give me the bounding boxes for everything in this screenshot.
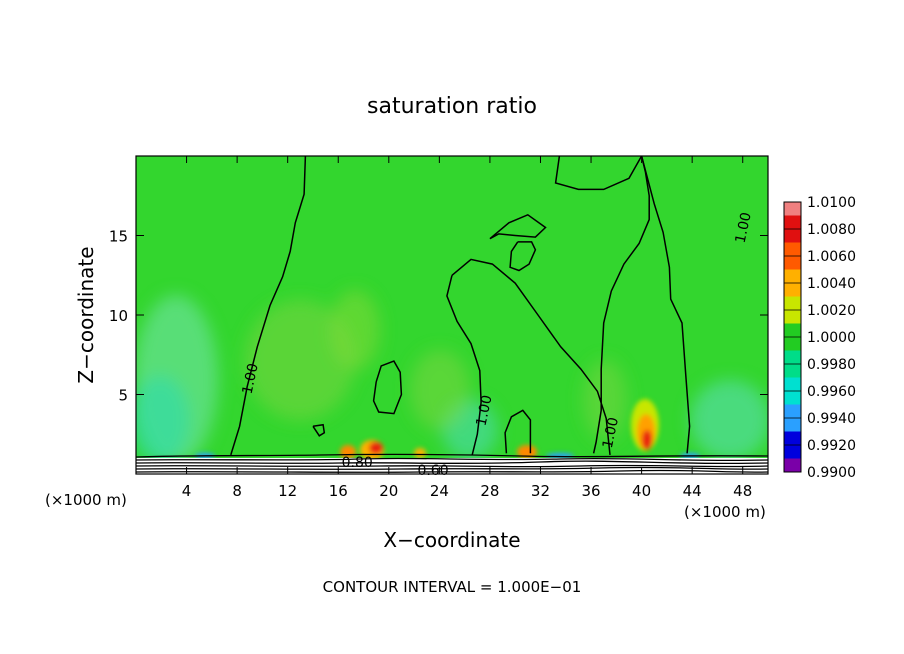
surface-contour	[136, 464, 768, 468]
surface-contour	[136, 460, 768, 465]
x-tick-label: 32	[531, 482, 550, 500]
colorbar-label: 0.9900	[807, 465, 856, 481]
colorbar-swatch	[784, 337, 801, 351]
colorbar-swatch	[784, 377, 801, 392]
x-unit-label-left: (×1000 m)	[45, 491, 127, 509]
contour-line-1-00	[489, 213, 547, 240]
y-axis-ticks: 5 10 15	[109, 228, 768, 405]
colorbar-swatch	[784, 431, 801, 446]
colorbar-swatch	[784, 323, 801, 338]
contour-label: 1.00	[600, 416, 622, 450]
colorbar-label: 1.0020	[807, 303, 856, 319]
colorbar-swatch	[784, 215, 801, 230]
x-tick-label: 40	[632, 482, 651, 500]
surface-contour	[136, 457, 768, 462]
colorbar-label: 0.9940	[807, 411, 856, 427]
contour-line-1-00	[504, 409, 532, 454]
contour-label: 1.00	[733, 211, 755, 245]
field-patch	[410, 350, 470, 430]
field-patch	[245, 300, 355, 420]
contour-interval-note: CONTOUR INTERVAL = 1.000E−01	[323, 578, 582, 596]
x-tick-label: 28	[480, 482, 499, 500]
colorbar-swatch	[784, 242, 801, 257]
y-tick-label: 10	[109, 307, 128, 325]
field-patch	[369, 442, 383, 454]
colorbar-swatch	[784, 364, 801, 378]
x-tick-label: 8	[232, 482, 242, 500]
surface-contour	[136, 466, 768, 470]
colorbar-swatch	[784, 310, 801, 324]
x-tick-label: 16	[329, 482, 348, 500]
surface-contour	[136, 453, 768, 458]
x-tick-label: 48	[733, 482, 752, 500]
colorbar-swatch	[784, 418, 801, 432]
colorbar-swatch	[784, 269, 801, 284]
colorbar-label: 1.0060	[807, 249, 856, 265]
y-axis-label: Z−coordinate	[74, 246, 98, 383]
contour-line-1-00	[372, 360, 403, 415]
colorbar-swatch	[784, 458, 801, 473]
x-tick-label: 36	[581, 482, 600, 500]
contour-line-1-00	[554, 156, 643, 191]
colorbar-swatch	[784, 350, 801, 365]
colorbar-swatch	[784, 202, 801, 216]
field-patch	[330, 290, 380, 370]
colorbar-swatch	[784, 256, 801, 270]
colorbar: 1.0100 1.0080 1.0060 1.0040 1.0020 1.0000 0.99…	[783, 195, 856, 481]
colorbar-label: 1.0080	[807, 222, 856, 238]
chart-title: saturation ratio	[367, 94, 537, 119]
x-axis-label: X−coordinate	[383, 528, 520, 552]
colorbar-label: 0.9980	[807, 357, 856, 373]
colorbar-label: 1.0100	[807, 195, 856, 211]
field-patch	[340, 445, 356, 459]
field-patch	[690, 380, 768, 460]
contour-line-1-00	[446, 275, 482, 456]
surface-contour-band	[136, 453, 768, 474]
colorbar-label: 1.0000	[807, 330, 856, 346]
contour-line-1-00	[640, 156, 691, 454]
x-tick-label: 4	[182, 482, 192, 500]
field-patch	[583, 360, 627, 440]
surface-contour	[136, 469, 768, 473]
x-tick-label: 20	[379, 482, 398, 500]
contour-line-1-00	[592, 156, 650, 454]
colorbar-label: 0.9920	[807, 438, 856, 454]
y-tick-label: 15	[109, 228, 128, 246]
contour-lines	[230, 156, 691, 456]
contour-label: 0.60	[417, 463, 448, 479]
field-patch	[642, 430, 652, 450]
contour-line-1-00	[509, 241, 537, 272]
colorbar-swatch	[784, 445, 801, 459]
contour-label: 1.00	[474, 394, 496, 428]
x-axis-ticks: 4 8 12 16 20 24 28 32 36 40 44 48	[182, 156, 752, 500]
colorbar-swatch	[784, 229, 801, 243]
colorbar-label: 1.0040	[807, 276, 856, 292]
contour-label: 0.80	[342, 455, 373, 471]
x-tick-label: 12	[278, 482, 297, 500]
x-tick-label: 24	[430, 482, 449, 500]
colorbar-swatch	[784, 404, 801, 419]
field-patch	[136, 375, 190, 465]
colorbar-swatch	[784, 391, 801, 405]
colorbar-label: 0.9960	[807, 384, 856, 400]
y-tick-label: 5	[118, 387, 128, 405]
field-shading	[136, 290, 768, 465]
contour-labels: 1.00 1.00 1.00 1.00 0.80 0.60	[240, 211, 755, 479]
contour-line-1-00	[230, 156, 307, 456]
contour-label: 1.00	[240, 362, 262, 396]
contour-line-1-00	[312, 423, 326, 437]
colorbar-swatch	[784, 283, 801, 297]
colorbar-swatch	[784, 296, 801, 311]
x-unit-label-right: (×1000 m)	[684, 503, 766, 521]
x-tick-label: 44	[683, 482, 702, 500]
field-patch	[414, 448, 426, 458]
